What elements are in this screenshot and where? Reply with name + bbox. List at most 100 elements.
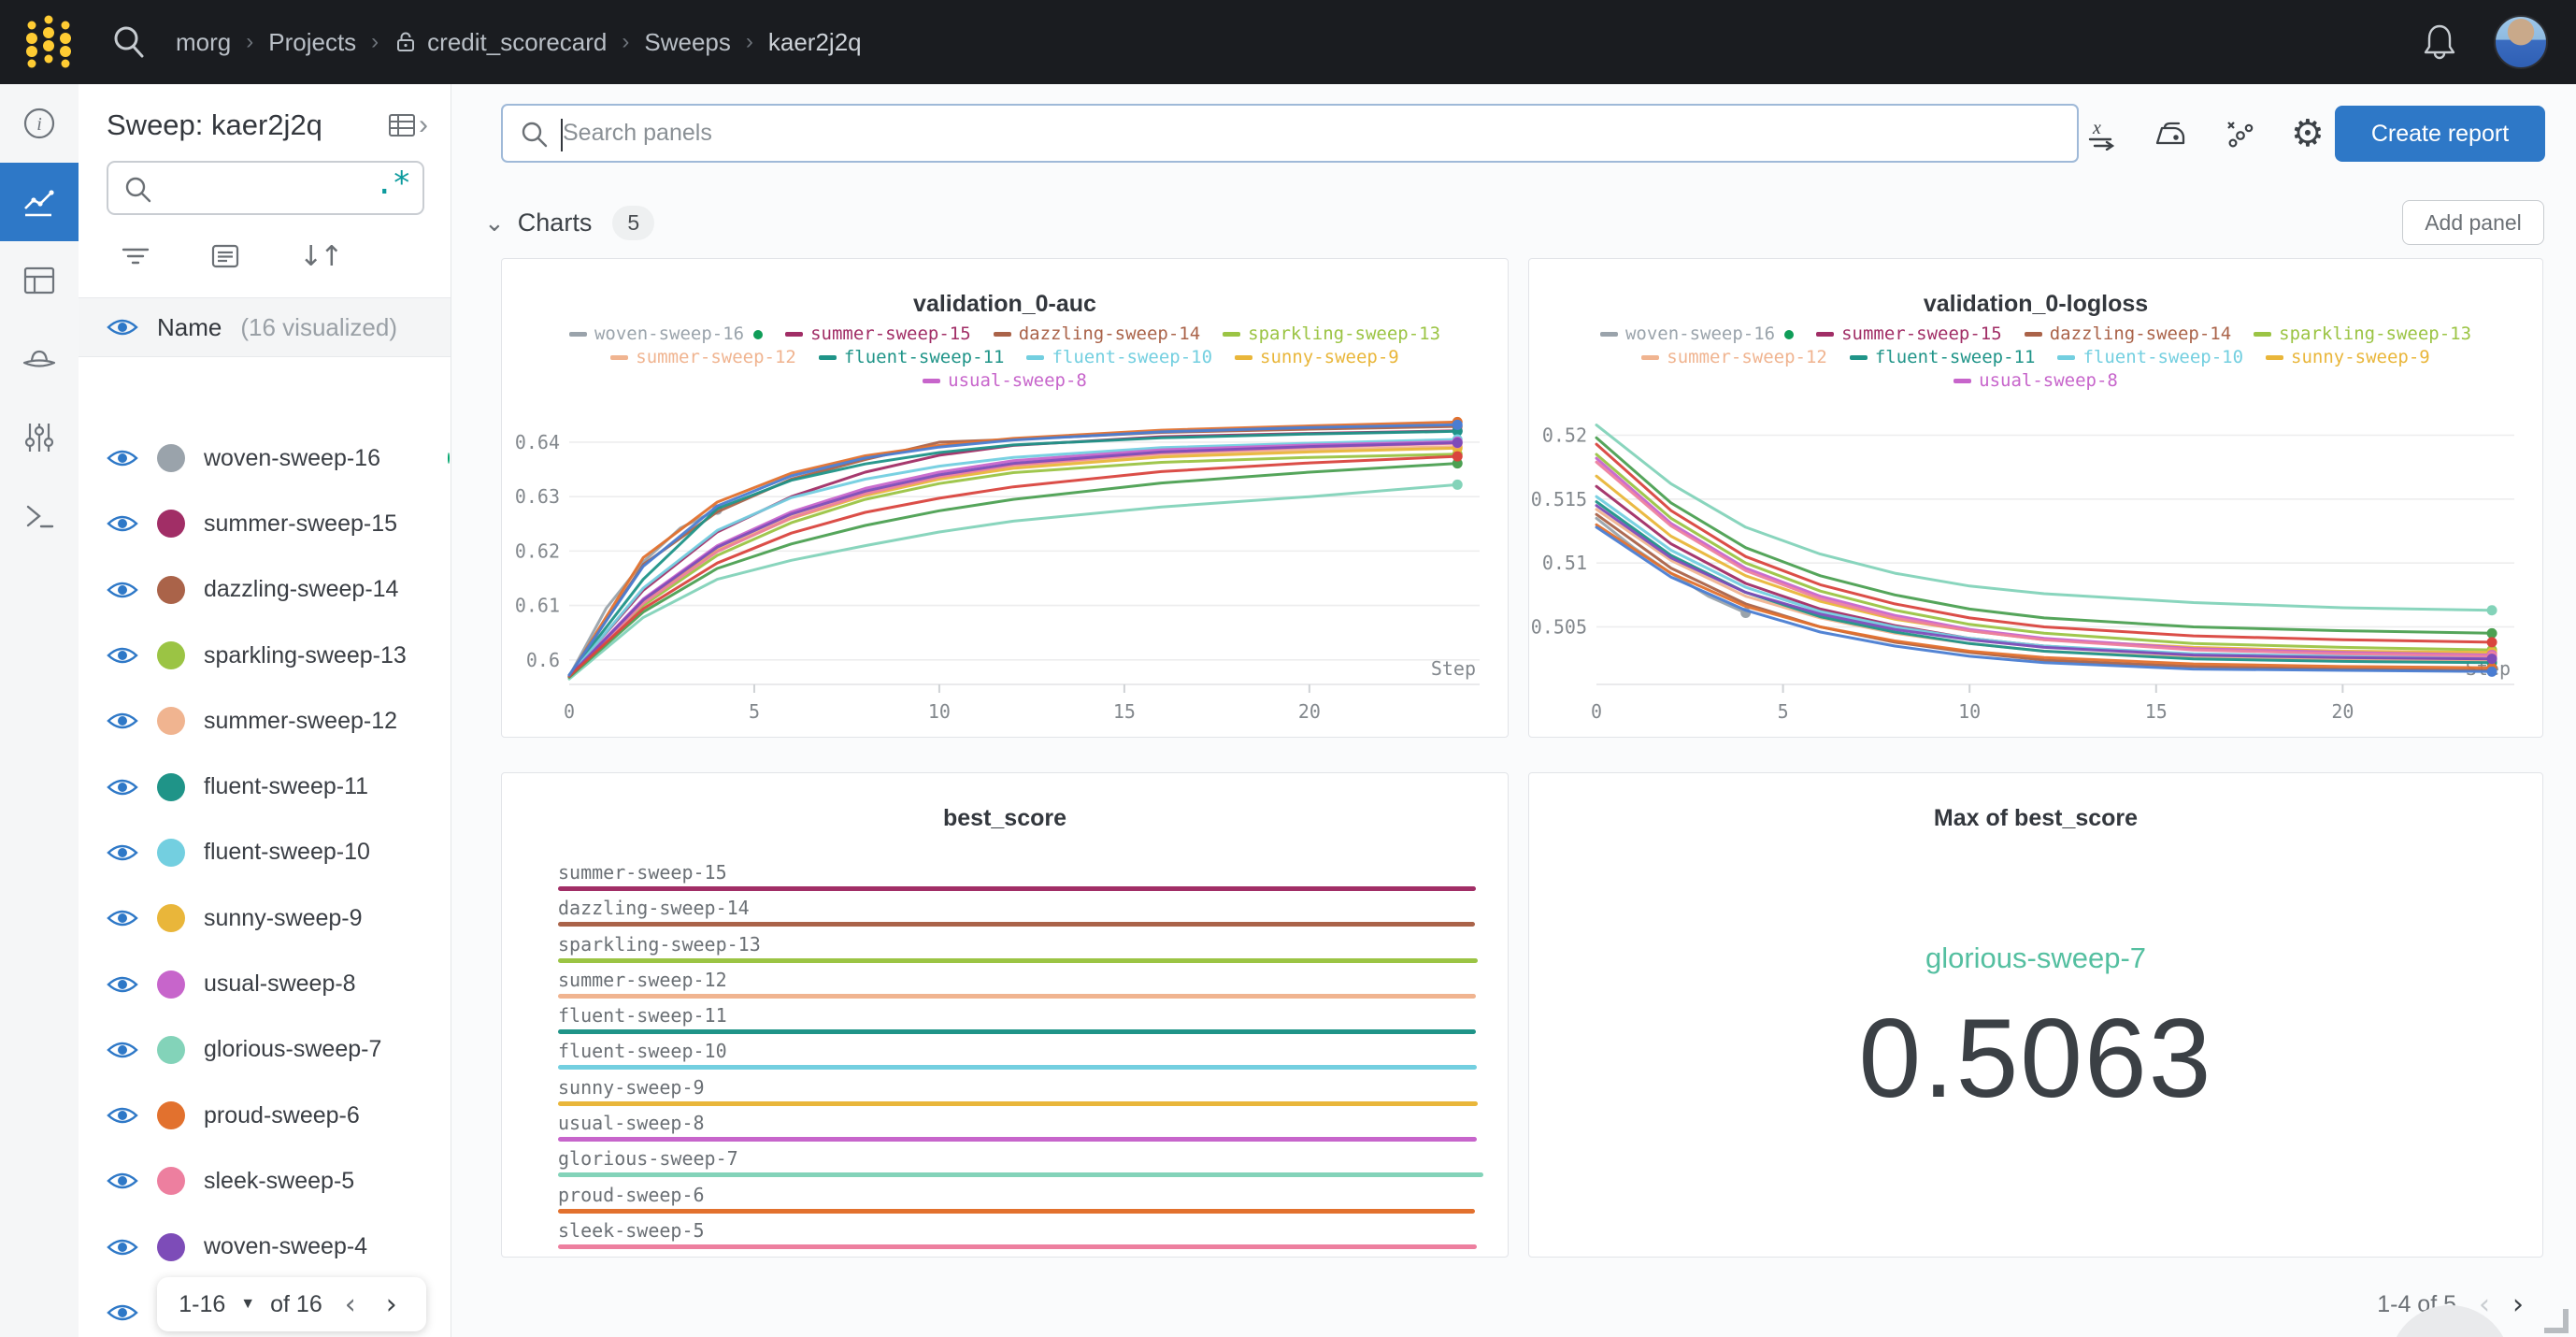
breadcrumb-item[interactable]: morg — [176, 27, 232, 56]
legend-item[interactable]: sparkling-sweep-13 — [1223, 323, 1440, 345]
panel-search-box[interactable] — [501, 104, 2079, 163]
run-name[interactable]: woven-sweep-4 — [204, 1233, 368, 1260]
legend-item[interactable]: sparkling-sweep-13 — [2254, 323, 2471, 345]
run-row[interactable]: woven-sweep-16 — [79, 425, 450, 491]
eye-icon[interactable] — [107, 841, 138, 864]
legend-item[interactable]: dazzling-sweep-14 — [993, 323, 1200, 345]
legend-item[interactable]: woven-sweep-4 — [2250, 394, 2414, 395]
eye-icon[interactable] — [107, 316, 138, 338]
legend-item[interactable]: summer-sweep-15 — [1816, 323, 2002, 345]
sweep-table-icon[interactable] — [387, 110, 417, 140]
charts-section-chevron-icon[interactable]: ⌄ — [484, 208, 505, 237]
notifications-bell-icon[interactable] — [2421, 22, 2458, 62]
bar-row[interactable]: sunny-sweep-9 — [558, 1077, 1483, 1113]
run-row[interactable]: summer-sweep-12 — [79, 688, 450, 754]
bar-row[interactable]: glorious-sweep-7 — [558, 1148, 1483, 1184]
bar-row[interactable]: summer-sweep-15 — [558, 862, 1483, 898]
global-search-icon[interactable] — [108, 22, 150, 63]
run-name[interactable]: fluent-sweep-11 — [204, 773, 369, 800]
run-name[interactable]: sunny-sweep-9 — [204, 904, 363, 931]
breadcrumb-item[interactable]: kaer2j2q — [767, 27, 862, 56]
legend-item[interactable]: sleek-sweep-5 — [2063, 394, 2227, 395]
bar-row[interactable]: summer-sweep-12 — [558, 970, 1483, 1005]
regex-toggle-icon[interactable]: .* — [375, 165, 411, 202]
run-row[interactable]: fluent-sweep-10 — [79, 820, 450, 885]
workspace-settings-gear-icon[interactable]: ⚙ — [2291, 111, 2325, 155]
legend-item[interactable]: sunny-sweep-9 — [2266, 347, 2430, 368]
run-name[interactable]: usual-sweep-8 — [204, 970, 356, 998]
run-row[interactable]: glorious-sweep-7 — [79, 1017, 450, 1083]
legend-item[interactable]: fluent-sweep-10 — [1026, 347, 1212, 368]
legend-item[interactable]: usual-sweep-8 — [923, 370, 1087, 392]
run-row[interactable]: sunny-sweep-9 — [79, 885, 450, 951]
legend-item[interactable]: fluent-sweep-11 — [818, 347, 1004, 368]
eye-icon[interactable] — [107, 512, 138, 535]
eye-icon[interactable] — [107, 644, 138, 667]
eye-icon[interactable] — [107, 1039, 138, 1061]
eye-icon[interactable] — [107, 579, 138, 601]
run-name[interactable]: sleek-sweep-5 — [204, 1167, 355, 1194]
legend-item[interactable]: summer-sweep-12 — [610, 347, 796, 368]
legend-item[interactable]: woven-sweep-4 — [1219, 394, 1383, 395]
legend-item[interactable]: summer-sweep-15 — [785, 323, 971, 345]
panel-validation-0-auc[interactable]: validation_0-auc woven-sweep-16 summer-sw… — [501, 258, 1509, 738]
panels-prev-page-icon[interactable]: ‹ — [2479, 1288, 2490, 1321]
legend-item[interactable]: proud-sweep-6 — [845, 394, 1009, 395]
info-icon[interactable]: i — [0, 84, 79, 163]
line-chart-auc[interactable]: 0.6 0.61 0.62 0.63 0.64 0 5 10 15 20 Step — [515, 409, 1487, 727]
add-panel-button[interactable]: Add panel — [2402, 200, 2544, 245]
panel-best-score[interactable]: best_score summer-sweep-15 dazzling-sweep… — [501, 772, 1509, 1258]
run-name[interactable]: woven-sweep-16 — [204, 444, 380, 471]
runs-page-range[interactable]: 1-16 — [179, 1290, 226, 1317]
eye-icon[interactable] — [107, 710, 138, 732]
summary-run-name[interactable]: glorious-sweep-7 — [1925, 942, 2147, 974]
legend-item[interactable]: glorious-sweep-7 — [626, 394, 823, 395]
run-name[interactable]: glorious-sweep-7 — [204, 1036, 382, 1063]
sweeps-tab[interactable] — [0, 320, 79, 398]
expand-table-chevron-icon[interactable]: › — [419, 109, 428, 140]
eye-icon[interactable] — [107, 1170, 138, 1192]
legend-item[interactable]: usual-sweep-8 — [1953, 370, 2118, 392]
eye-icon[interactable] — [107, 1301, 138, 1324]
legend-item[interactable]: summer-sweep-12 — [1641, 347, 1827, 368]
breadcrumb-item[interactable]: Projects — [268, 27, 357, 56]
logs-terminal-icon[interactable] — [0, 477, 79, 555]
wandb-logo-icon[interactable] — [22, 11, 75, 73]
panel-search-input[interactable] — [563, 106, 2068, 161]
outliers-icon[interactable] — [2221, 115, 2258, 152]
panels-next-page-icon[interactable]: › — [2512, 1288, 2524, 1321]
eye-icon[interactable] — [107, 1104, 138, 1127]
x-axis-settings-icon[interactable]: x — [2083, 115, 2121, 152]
run-name[interactable]: dazzling-sweep-14 — [204, 576, 399, 603]
eye-icon[interactable] — [107, 1236, 138, 1258]
run-row[interactable]: summer-sweep-15 — [79, 491, 450, 556]
run-name[interactable]: fluent-sweep-10 — [204, 839, 370, 866]
panel-validation-0-logloss[interactable]: validation_0-logloss woven-sweep-16 summe… — [1528, 258, 2543, 738]
legend-item[interactable]: fluent-sweep-10 — [2057, 347, 2243, 368]
eye-icon[interactable] — [107, 973, 138, 996]
workspace-charts-tab[interactable] — [0, 163, 79, 241]
eye-icon[interactable] — [107, 907, 138, 929]
run-row[interactable]: sparkling-sweep-13 — [79, 623, 450, 688]
legend-item[interactable]: fluent-sweep-11 — [1849, 347, 2035, 368]
eye-icon[interactable] — [107, 776, 138, 798]
sweep-controls-icon[interactable] — [0, 398, 79, 477]
smoothing-iron-icon[interactable] — [2152, 115, 2189, 152]
eye-icon[interactable] — [107, 447, 138, 469]
bar-row[interactable]: fluent-sweep-10 — [558, 1041, 1483, 1076]
legend-item[interactable]: proud-sweep-6 — [1876, 394, 2040, 395]
breadcrumb-item[interactable]: credit_scorecard — [427, 27, 608, 56]
runs-table-tab[interactable] — [0, 241, 79, 320]
bar-row[interactable]: usual-sweep-8 — [558, 1113, 1483, 1148]
runs-prev-page-icon[interactable]: ‹ — [344, 1287, 356, 1321]
bar-row[interactable]: sleek-sweep-5 — [558, 1220, 1483, 1256]
run-row[interactable]: woven-sweep-4 — [79, 1215, 450, 1280]
run-row[interactable]: usual-sweep-8 — [79, 951, 450, 1016]
runs-next-page-icon[interactable]: › — [385, 1287, 397, 1321]
run-name[interactable]: summer-sweep-15 — [204, 510, 398, 537]
run-name[interactable]: summer-sweep-12 — [204, 707, 398, 734]
run-name[interactable]: proud-sweep-6 — [204, 1101, 360, 1129]
run-row[interactable]: proud-sweep-6 — [79, 1083, 450, 1148]
legend-item[interactable]: woven-sweep-16 — [1599, 323, 1795, 345]
